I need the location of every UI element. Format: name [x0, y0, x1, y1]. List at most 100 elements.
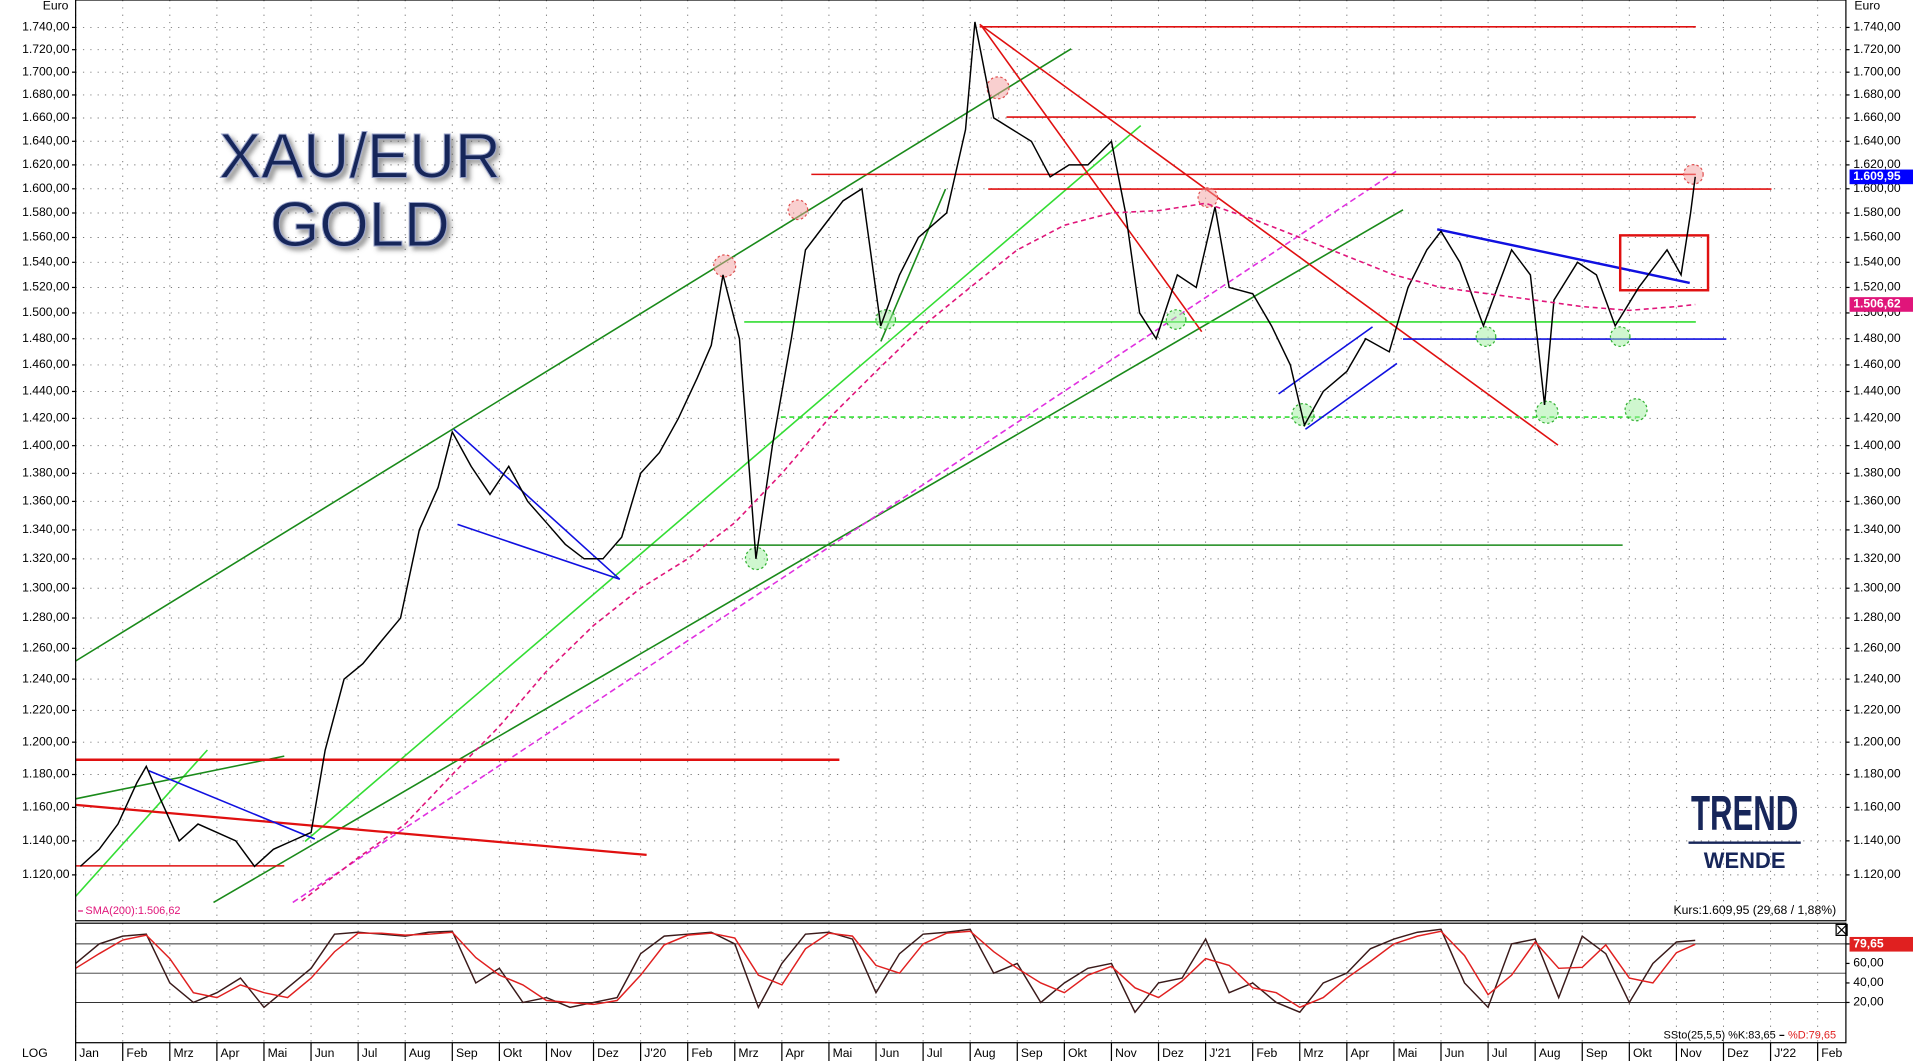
x-tick-label: Jun: [1445, 1046, 1465, 1060]
marker-circle: [1535, 400, 1559, 424]
x-tick-label: Dez: [1162, 1046, 1184, 1060]
y-axis-label: Euro: [1854, 0, 1880, 12]
price-tag: [1849, 169, 1913, 185]
logo-text: WENDE: [1704, 848, 1786, 873]
price-annotation: Kurs:1.609,95 (29,68 / 1,88%): [1673, 903, 1836, 917]
trend-line: [75, 749, 208, 897]
y-tick-label: 1.680,00: [1853, 87, 1901, 101]
scale-label: LOG: [22, 1046, 48, 1060]
y-tick-label: 1.620,00: [22, 157, 70, 171]
x-tick-label: Mrz: [738, 1046, 758, 1060]
x-tick-label: Mrz: [173, 1046, 193, 1060]
marker-circle: [1624, 398, 1648, 422]
y-tick-label: 1.200,00: [22, 734, 70, 748]
y-tick-label: 20,00: [1853, 995, 1884, 1009]
y-tick-label: 1.220,00: [1853, 703, 1901, 717]
y-tick-label: 1.420,00: [22, 411, 70, 425]
x-tick-label: Feb: [1821, 1046, 1842, 1060]
y-tick-label: 1.180,00: [1853, 767, 1901, 781]
trend-line: [457, 523, 621, 581]
y-tick-label: 1.380,00: [22, 466, 70, 480]
x-tick-label: Feb: [1256, 1046, 1277, 1060]
y-tick-label: 1.720,00: [22, 42, 70, 56]
x-tick-label: Mai: [268, 1046, 288, 1060]
chart-title: XAU/EUR: [219, 122, 501, 192]
stoch-panel-frame: [75, 922, 1847, 1044]
marker-circles: [713, 76, 1704, 571]
trend-line: [1304, 362, 1398, 430]
y-tick-label: 1.520,00: [1853, 280, 1901, 294]
marker-circle: [986, 76, 1010, 100]
highlight-box: [1618, 234, 1710, 292]
price-tag-label: 79,65: [1853, 936, 1884, 950]
trend-line: [1278, 326, 1373, 395]
x-tick-label: Aug: [974, 1046, 996, 1060]
y-tick-label: 1.580,00: [22, 205, 70, 219]
y-tick-label: 1.120,00: [22, 867, 70, 881]
x-tick-label: Jun: [880, 1046, 900, 1060]
x-tick-label: Apr: [786, 1046, 805, 1060]
y-tick-label: 1.560,00: [1853, 230, 1901, 244]
y-tick-label: 1.360,00: [1853, 494, 1901, 508]
x-tick-label: Jul: [1492, 1046, 1508, 1060]
y-tick-label: 1.360,00: [22, 494, 70, 508]
y-tick-label: 1.500,00: [22, 305, 70, 319]
x-tick-label: Dez: [597, 1046, 619, 1060]
series-line: [79, 21, 1696, 868]
y-tick-label: 1.400,00: [22, 438, 70, 452]
y-tick-label: 1.260,00: [22, 641, 70, 655]
y-tick-label: 1.140,00: [22, 833, 70, 847]
trend-line: [1436, 228, 1690, 285]
x-tick-label: Nov: [1680, 1046, 1703, 1060]
y-tick-label: 1.460,00: [22, 357, 70, 371]
x-tick-label: Okt: [1068, 1046, 1088, 1060]
trend-lines: [75, 23, 1772, 904]
series-line: [75, 928, 1696, 1014]
x-tick-label: Sep: [456, 1046, 478, 1060]
chart-subtitle: GOLD: [270, 190, 450, 260]
y-tick-label: 1.300,00: [22, 580, 70, 594]
x-tick-label: Sep: [1021, 1046, 1043, 1060]
y-tick-label: 1.700,00: [22, 64, 70, 78]
price-tag: [1849, 936, 1913, 952]
y-tick-label: 1.320,00: [22, 551, 70, 565]
y-tick-label: 1.680,00: [22, 87, 70, 101]
trend-line: [979, 23, 1559, 446]
y-tick-label: 1.620,00: [1853, 157, 1901, 171]
legend-label: SMA(200):1.506,62: [85, 905, 180, 917]
plot: [75, 21, 1696, 1014]
close-box: [1835, 923, 1848, 936]
series-line: [301, 202, 1696, 902]
x-tick-label: J'20: [644, 1046, 666, 1060]
trend-line: [292, 170, 1398, 904]
y-tick-label: 1.660,00: [1853, 110, 1901, 124]
y-tick-label: 1.140,00: [1853, 833, 1901, 847]
x-tick-label: Aug: [409, 1046, 431, 1060]
y-tick-label: 1.700,00: [1853, 64, 1901, 78]
x-tick-label: Jul: [927, 1046, 943, 1060]
y-tick-label: 1.660,00: [22, 110, 70, 124]
trend-line: [148, 770, 316, 840]
trend-line: [213, 209, 1404, 904]
series-line: [75, 930, 1696, 1009]
x-tick-label: Mai: [833, 1046, 853, 1060]
y-tick-label: 1.460,00: [1853, 357, 1901, 371]
y-tick-label: 1.640,00: [1853, 134, 1901, 148]
marker-circle: [1291, 403, 1315, 427]
y-tick-label: 1.240,00: [22, 671, 70, 685]
y-tick-label: 1.380,00: [1853, 466, 1901, 480]
x-tick-label: Mrz: [1303, 1046, 1323, 1060]
price-tag: [1849, 297, 1913, 312]
y-tick-label: 1.260,00: [1853, 641, 1901, 655]
y-tick-label: 1.600,00: [1853, 181, 1901, 195]
y-tick-label: 1.440,00: [1853, 384, 1901, 398]
y-tick-label: 1.320,00: [1853, 551, 1901, 565]
trend-line: [453, 428, 621, 580]
y-tick-label: 1.300,00: [1853, 580, 1901, 594]
y-tick-label: 1.200,00: [1853, 734, 1901, 748]
y-tick-label: 1.160,00: [1853, 800, 1901, 814]
y-tick-label: 1.420,00: [1853, 411, 1901, 425]
legend-label: SSto(25,5,5) %K:83,65: [1664, 1029, 1776, 1041]
